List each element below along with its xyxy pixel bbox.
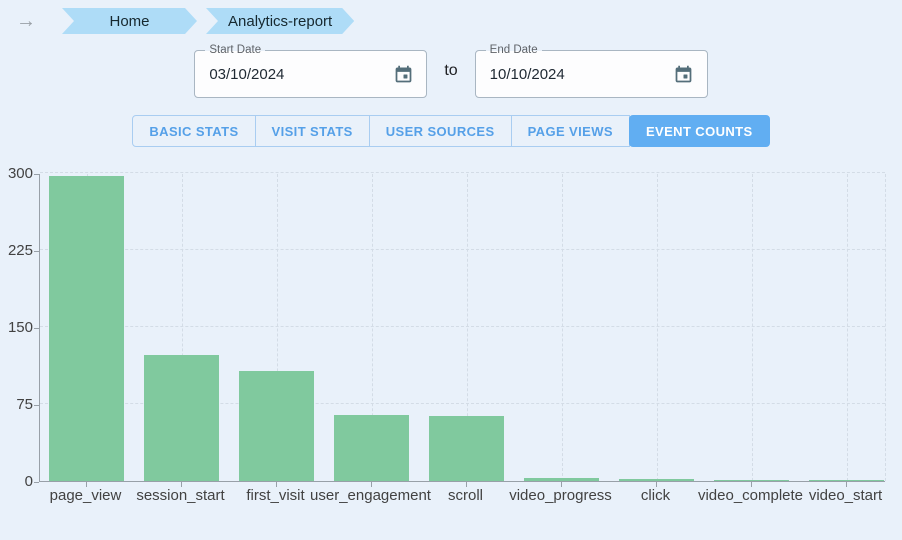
gridline-y-75	[40, 403, 885, 404]
bar-click[interactable]	[619, 478, 694, 481]
gridline-x-click	[656, 174, 658, 481]
y-axis-tick	[34, 405, 39, 406]
x-axis-tick	[845, 482, 847, 487]
tab-page-views[interactable]: PAGE VIEWS	[510, 115, 630, 147]
gridline-x-video-complete	[751, 174, 753, 481]
bar-page-view[interactable]	[49, 176, 124, 481]
forward-arrow-icon[interactable]: →	[16, 10, 36, 32]
x-axis-label-click: click	[640, 487, 671, 504]
gridline-y-150	[40, 326, 885, 327]
y-axis-label-75: 75	[16, 396, 33, 413]
gridline-x-scroll	[466, 174, 468, 481]
end-date-field[interactable]: End Date 10/10/2024	[474, 44, 708, 98]
bar-session-start[interactable]	[144, 354, 219, 481]
bar-video-start[interactable]	[809, 479, 884, 481]
y-axis-label-150: 150	[7, 319, 33, 336]
breadcrumb-item-home[interactable]: Home	[62, 8, 197, 34]
x-axis-tick	[655, 482, 657, 487]
x-axis-tick	[180, 482, 182, 487]
date-range-row: Start Date 03/10/2024 to End Date 10/10/…	[0, 44, 902, 98]
x-axis-tick	[370, 482, 372, 487]
gridline-right-edge	[885, 174, 886, 481]
bar-video-complete[interactable]	[714, 479, 789, 481]
y-axis-label-300: 300	[7, 165, 33, 182]
gridline-x-video-start	[846, 174, 848, 481]
gridline-x-user-engagement	[371, 174, 373, 481]
end-date-calendar-button[interactable]	[672, 62, 696, 86]
start-date-calendar-button[interactable]	[391, 62, 415, 86]
x-axis-label-scroll: scroll	[447, 487, 484, 504]
y-axis-tick	[34, 482, 39, 483]
gridline-x-first-visit	[276, 174, 278, 481]
date-range-separator: to	[444, 62, 458, 79]
calendar-icon	[395, 65, 412, 82]
x-axis-tick	[465, 482, 467, 487]
x-axis-label-video-complete: video_complete	[697, 487, 804, 504]
y-axis-label-225: 225	[7, 242, 33, 259]
x-axis-label-user-engagement: user_engagement	[310, 487, 431, 504]
gridline-y-225	[40, 249, 885, 250]
gridline-y-300	[40, 172, 885, 173]
event-counts-bar-chart: 0 75 150 225 300 page_view session_start first_…	[0, 160, 902, 528]
start-date-label: Start Date	[205, 44, 266, 57]
x-axis-tick	[750, 482, 752, 487]
stats-tab-group: BASIC STATS VISIT STATS USER SOURCES PAGE V…	[0, 115, 902, 147]
x-axis-tick	[560, 482, 562, 487]
y-axis-tick	[34, 251, 39, 252]
start-date-input[interactable]: 03/10/2024	[209, 65, 285, 83]
x-axis-label-page-view: page_view	[49, 487, 122, 504]
tab-user-sources[interactable]: USER SOURCES	[368, 115, 512, 147]
x-axis-label-video-start: video_start	[808, 487, 883, 504]
breadcrumb: Home Analytics-report	[62, 8, 354, 34]
x-axis-tick	[275, 482, 277, 487]
bar-video-progress[interactable]	[524, 477, 599, 481]
tab-event-counts[interactable]: EVENT COUNTS	[628, 115, 770, 147]
x-axis-label-session-start: session_start	[136, 487, 225, 504]
gridline-x-video-progress	[561, 174, 563, 481]
start-date-field[interactable]: Start Date 03/10/2024	[194, 44, 428, 98]
breadcrumb-item-analytics-report[interactable]: Analytics-report	[206, 8, 354, 34]
y-axis-tick	[34, 174, 39, 175]
end-date-input[interactable]: 10/10/2024	[489, 65, 565, 83]
end-date-label: End Date	[485, 44, 542, 57]
x-axis-tick	[85, 482, 87, 487]
bar-first-visit[interactable]	[239, 371, 314, 481]
y-axis-tick	[34, 328, 39, 329]
tab-visit-stats[interactable]: VISIT STATS	[254, 115, 370, 147]
breadcrumb-bar: → Home Analytics-report	[0, 0, 902, 34]
x-axis-label-video-progress: video_progress	[509, 487, 612, 504]
plot-area	[39, 172, 886, 482]
bar-scroll[interactable]	[429, 416, 504, 481]
bar-user-engagement[interactable]	[334, 415, 409, 481]
x-axis-label-first-visit: first_visit	[246, 487, 305, 504]
y-axis-label-0: 0	[24, 473, 33, 490]
calendar-icon	[675, 65, 692, 82]
gridline-x-session-start	[181, 174, 183, 481]
tab-basic-stats[interactable]: BASIC STATS	[132, 115, 256, 147]
